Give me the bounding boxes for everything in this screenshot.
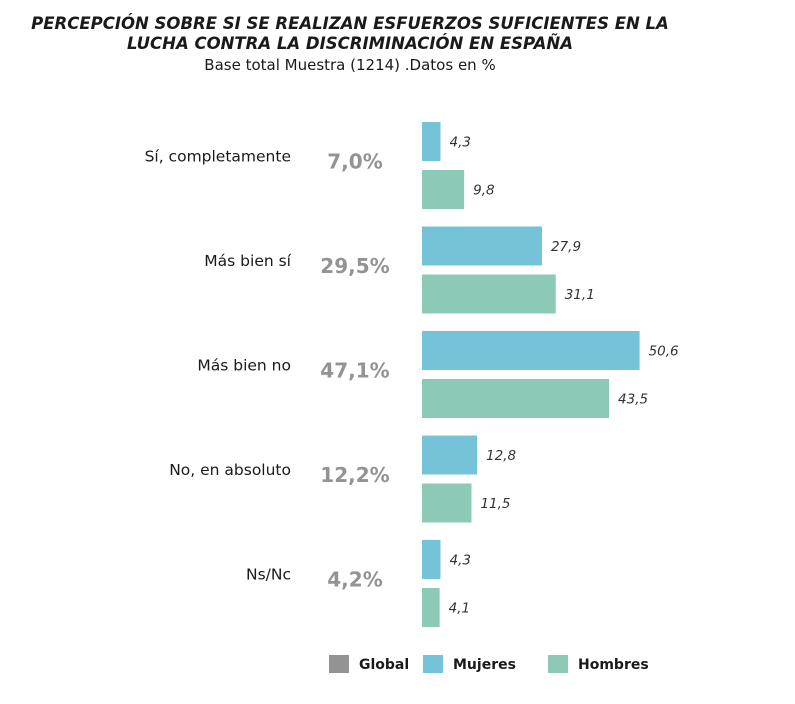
category-label: Ns/Nc — [246, 566, 291, 584]
bar-mujeres — [422, 122, 441, 161]
bar-hombres — [422, 588, 440, 627]
bar-hombres — [422, 170, 465, 209]
bar-hombres — [422, 483, 472, 523]
bar-mujeres — [422, 435, 478, 475]
data-label-hombres: 31,1 — [565, 287, 595, 303]
chart-title-line-1: PERCEPCIÓN SOBRE SI SE REALIZAN ESFUERZO… — [31, 14, 669, 33]
data-label-hombres: 11,5 — [480, 496, 510, 512]
bar-hombres — [422, 274, 556, 314]
legend-label: Mujeres — [453, 657, 516, 673]
legend-swatch — [423, 655, 443, 673]
global-value-label: 12,2% — [320, 463, 389, 487]
chart-subtitle: Base total Muestra (1214) .Datos en % — [204, 56, 496, 74]
data-label-mujeres: 27,9 — [551, 239, 581, 255]
data-label-hombres: 4,1 — [449, 601, 470, 617]
chart-title-line-2: LUCHA CONTRA LA DISCRIMINACIÓN EN ESPAÑA — [127, 34, 573, 53]
category-label: Más bien no — [197, 357, 291, 375]
category-label: No, en absoluto — [169, 461, 291, 479]
data-label-mujeres: 4,3 — [449, 135, 470, 151]
category-label: Sí, completamente — [145, 148, 291, 166]
bar-hombres — [422, 379, 610, 418]
data-label-mujeres: 4,3 — [449, 553, 470, 569]
legend-swatch — [329, 655, 349, 673]
global-value-label: 7,0% — [327, 150, 382, 174]
legend-label: Global — [359, 657, 409, 673]
global-value-label: 29,5% — [320, 254, 389, 278]
category-label: Más bien sí — [204, 252, 291, 270]
data-label-mujeres: 12,8 — [486, 448, 516, 464]
chart-header: PERCEPCIÓN SOBRE SI SE REALIZAN ESFUERZO… — [0, 14, 700, 75]
bar-mujeres — [422, 540, 441, 579]
global-value-label: 47,1% — [320, 359, 389, 383]
data-label-hombres: 9,8 — [473, 183, 494, 199]
data-label-mujeres: 50,6 — [649, 344, 679, 360]
data-label-hombres: 43,5 — [618, 392, 648, 408]
legend-swatch — [548, 655, 568, 673]
global-value-label: 4,2% — [327, 568, 382, 592]
bar-mujeres — [422, 226, 542, 266]
legend-label: Hombres — [578, 657, 649, 673]
bar-mujeres — [422, 331, 640, 370]
